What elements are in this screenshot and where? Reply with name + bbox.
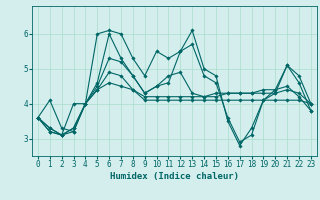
X-axis label: Humidex (Indice chaleur): Humidex (Indice chaleur) xyxy=(110,172,239,181)
